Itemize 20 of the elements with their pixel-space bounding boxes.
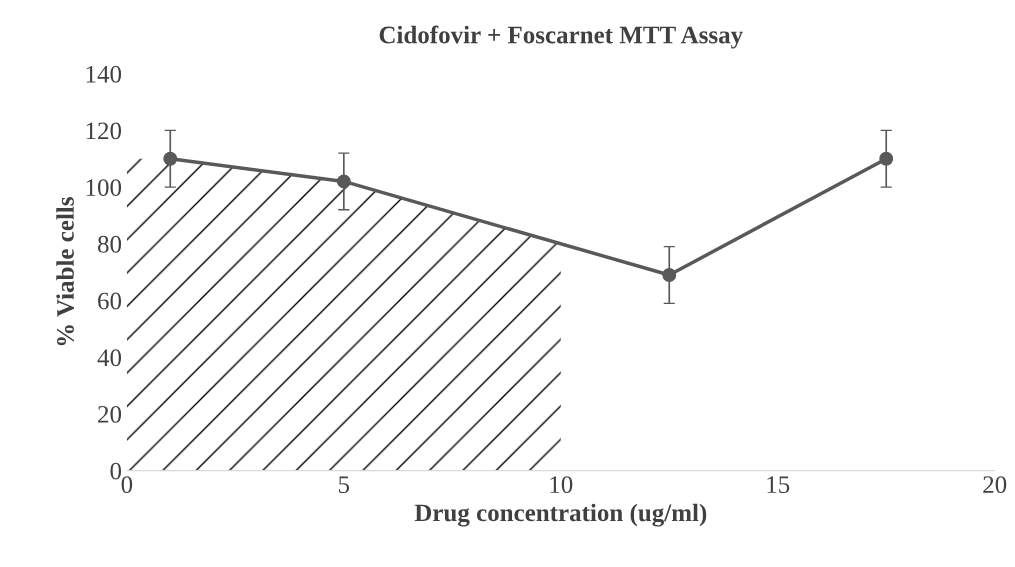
point (336, 174, 351, 189)
y-tick-label: 100 (86, 179, 122, 197)
x-tick-label: 20 (983, 476, 1007, 494)
y-tick-label: 80 (97, 235, 122, 253)
y-tick-label: 60 (98, 292, 122, 310)
x-tick-label: 15 (767, 476, 790, 494)
point (662, 268, 677, 282)
x-tick-label: 5 (339, 476, 350, 494)
y-tick-label: 0 (110, 462, 122, 480)
point (879, 151, 894, 166)
x-tick-label: 0 (121, 476, 133, 494)
y-tick-label: 120 (86, 122, 122, 140)
y-tick-label: 20 (98, 405, 122, 423)
point (163, 151, 178, 166)
y-axis-title: % Viable cells (56, 197, 75, 346)
y-tick-label: 40 (97, 349, 122, 367)
chart-title: Cidofovir + Foscarnet MTT Assay (379, 25, 743, 49)
x-axis-title: Drug concentration (ug/ml) (414, 503, 707, 527)
x-tick-label: 10 (550, 476, 573, 494)
y-tick-label: 140 (86, 65, 122, 83)
